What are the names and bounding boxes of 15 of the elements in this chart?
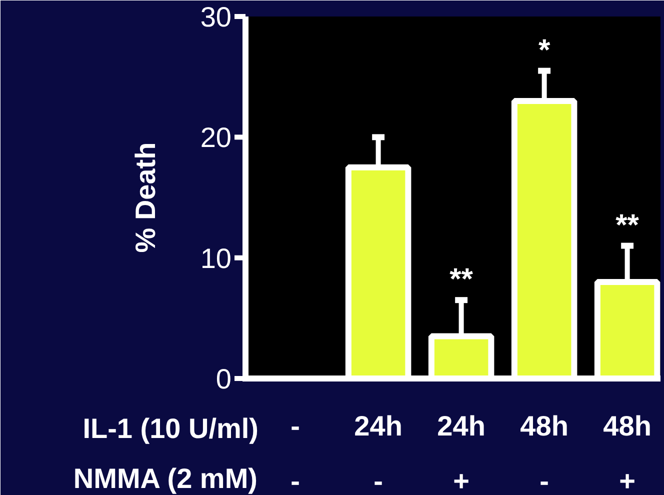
- y-tick-label: 0: [216, 364, 232, 394]
- y-tick-label: 20: [200, 122, 232, 154]
- annotation: *: [538, 34, 550, 67]
- x-tick-label: 24h -: [354, 410, 402, 495]
- text: IL-1 (10 U/ml): [82, 413, 259, 444]
- y-tick-label: 30: [200, 2, 232, 32]
- x-tick-label: 24h +: [437, 410, 486, 495]
- x-tick-label: 48h +: [603, 410, 652, 495]
- y-tick-label: 10: [200, 242, 232, 274]
- annotation: **: [450, 263, 474, 296]
- x-tick-label: 48h -: [520, 410, 568, 495]
- annotation: **: [616, 208, 640, 242]
- x-tick-label: - -: [290, 410, 300, 495]
- text: NMMA (2 mM): [73, 463, 258, 494]
- y-axis-title: % Death: [130, 142, 161, 253]
